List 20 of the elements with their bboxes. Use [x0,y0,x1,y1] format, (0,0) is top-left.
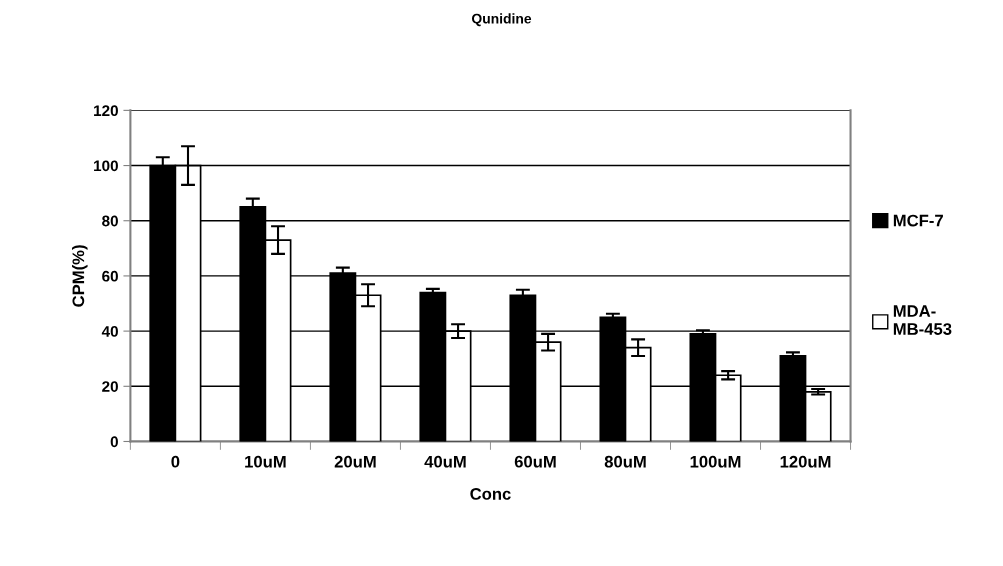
y-tick-label: 120 [94,105,118,117]
x-tick-label: 10uM [245,455,286,468]
x-tick-label: 20uM [334,455,376,468]
legend-label: MCF-7 [893,214,943,227]
y-tick-label: 80 [102,215,118,227]
x-tick-label: 40uM [424,455,466,468]
x-tick-label: 80uM [604,455,646,468]
x-axis-title: Conc [470,488,511,500]
legend-label: MDA- MB-453 [893,305,952,335]
x-tick-label: 120uM [780,455,831,468]
y-tick-label: 0 [110,436,118,448]
x-tick-label: 100uM [690,455,741,468]
x-tick-label: 0 [171,455,180,468]
y-tick-label: 60 [102,270,118,282]
y-axis-title: CPM(%) [72,245,88,307]
chart-title: Qunidine [471,13,532,27]
y-tick-label: 40 [101,325,118,337]
y-tick-label: 20 [102,381,118,392]
y-tick-label: 100 [94,160,118,172]
x-tick-label: 60uM [514,455,556,468]
